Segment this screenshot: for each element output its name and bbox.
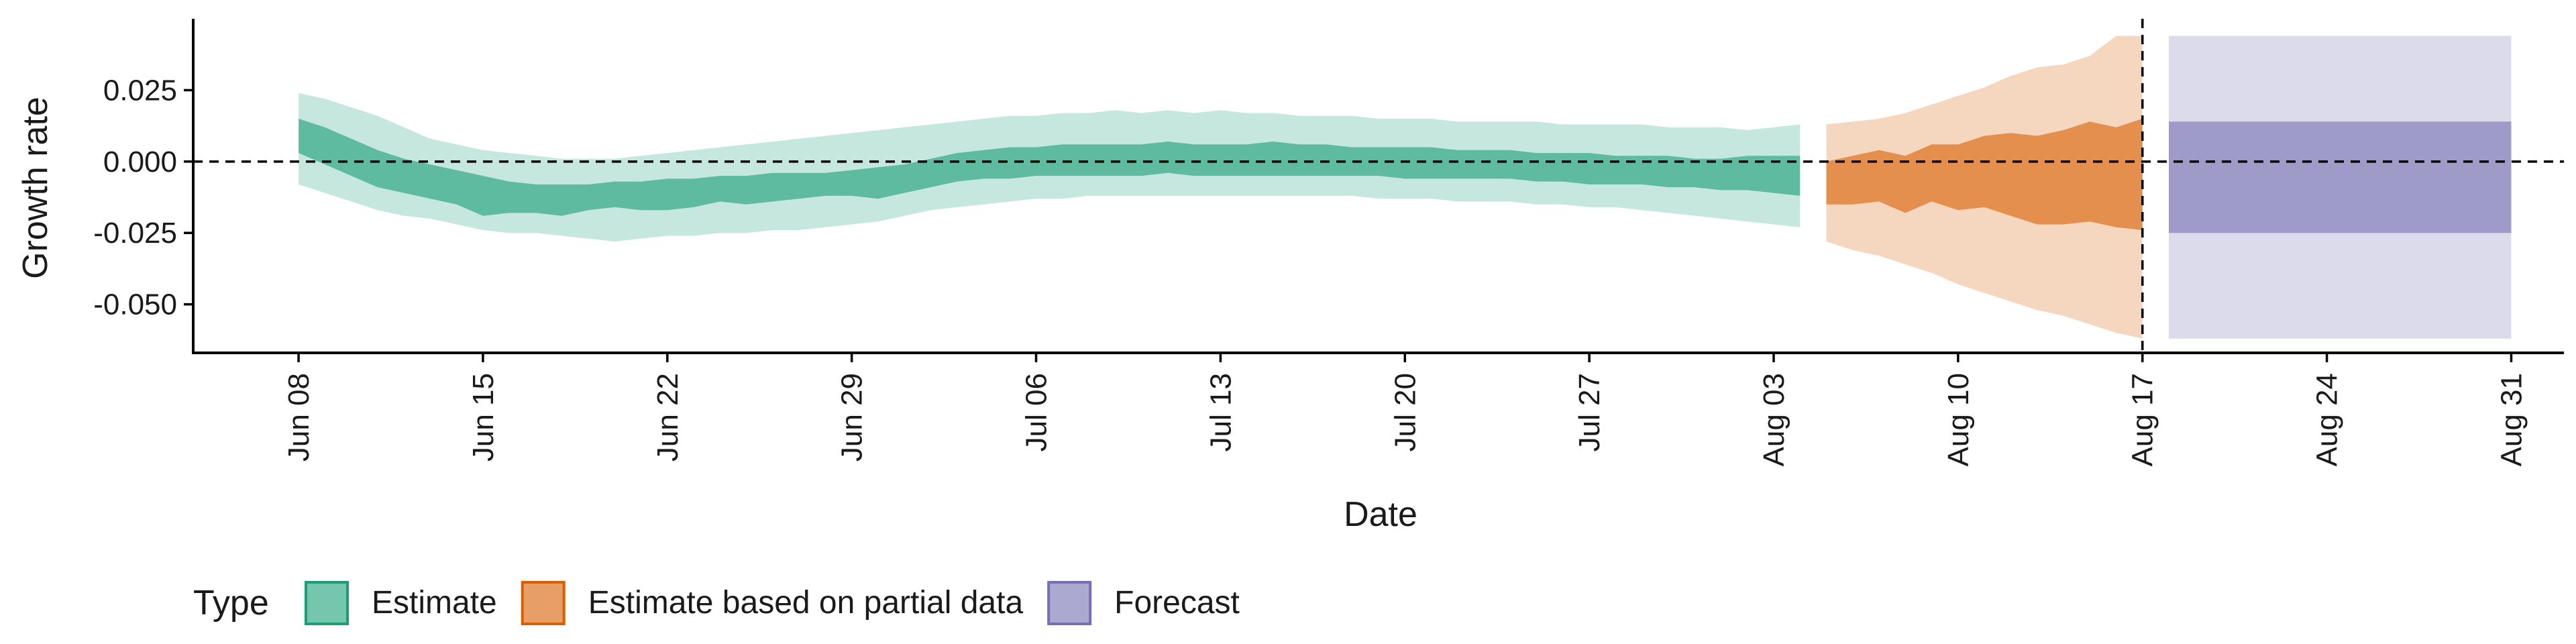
x-axis-title: Date	[1344, 495, 1417, 534]
estimate-based-on-partial-data-50-interval-band	[1826, 119, 2143, 230]
x-tick-label: Jun 15	[467, 373, 500, 462]
y-axis-title: Growth rate	[16, 97, 55, 279]
y-ticks: 0.025 0.000 -0.025 -0.050	[93, 74, 193, 321]
series-forecast	[2169, 36, 2512, 339]
x-tick-label: Aug 17	[2127, 373, 2159, 466]
series-estimate	[299, 93, 1801, 241]
legend-item-forecast: Forecast	[1047, 581, 1240, 625]
legend-label: Forecast	[1114, 585, 1240, 621]
axes	[192, 19, 2564, 354]
x-tick-label: Jun 22	[651, 373, 684, 462]
x-tick-label: Aug 24	[2311, 373, 2344, 466]
series-bands	[299, 36, 2512, 339]
y-tick-label: 0.025	[103, 74, 177, 107]
forecast-50-interval-band	[2169, 121, 2512, 233]
legend-label: Estimate	[372, 585, 497, 621]
x-tick-label: Jul 06	[1020, 373, 1053, 451]
y-tick-label: 0.000	[103, 146, 177, 178]
x-tick-label: Aug 10	[1942, 373, 1975, 466]
x-tick-label: Jul 13	[1204, 373, 1237, 451]
legend-swatch	[521, 581, 566, 625]
reference-lines	[193, 19, 2564, 353]
y-tick-label: -0.025	[93, 217, 177, 250]
series-estimate-based-on-partial-data	[1826, 36, 2143, 339]
legend-label: Estimate based on partial data	[588, 585, 1024, 621]
legend-swatch	[305, 581, 349, 625]
x-tick-label: Aug 03	[1758, 373, 1790, 466]
x-tick-label: Jun 29	[836, 373, 869, 462]
y-tick-label: -0.050	[93, 288, 177, 321]
legend-item-estimate-based-on-partial-data: Estimate based on partial data	[521, 581, 1024, 625]
legend-title: Type	[193, 584, 269, 623]
x-tick-label: Jul 27	[1573, 373, 1606, 451]
legend: Type Estimate Estimate based on partial d…	[193, 581, 1240, 625]
x-tick-label: Jul 20	[1389, 373, 1421, 451]
legend-swatch	[1047, 581, 1092, 625]
legend-item-estimate: Estimate	[305, 581, 497, 625]
x-tick-label: Jun 08	[282, 373, 315, 462]
estimate-50-interval-band	[299, 119, 1801, 216]
x-ticks: Jun 08 Jun 15 Jun 22 Jun 29 Jul 06 Jul 13 Jul …	[282, 353, 2528, 466]
x-tick-label: Aug 31	[2496, 373, 2528, 466]
